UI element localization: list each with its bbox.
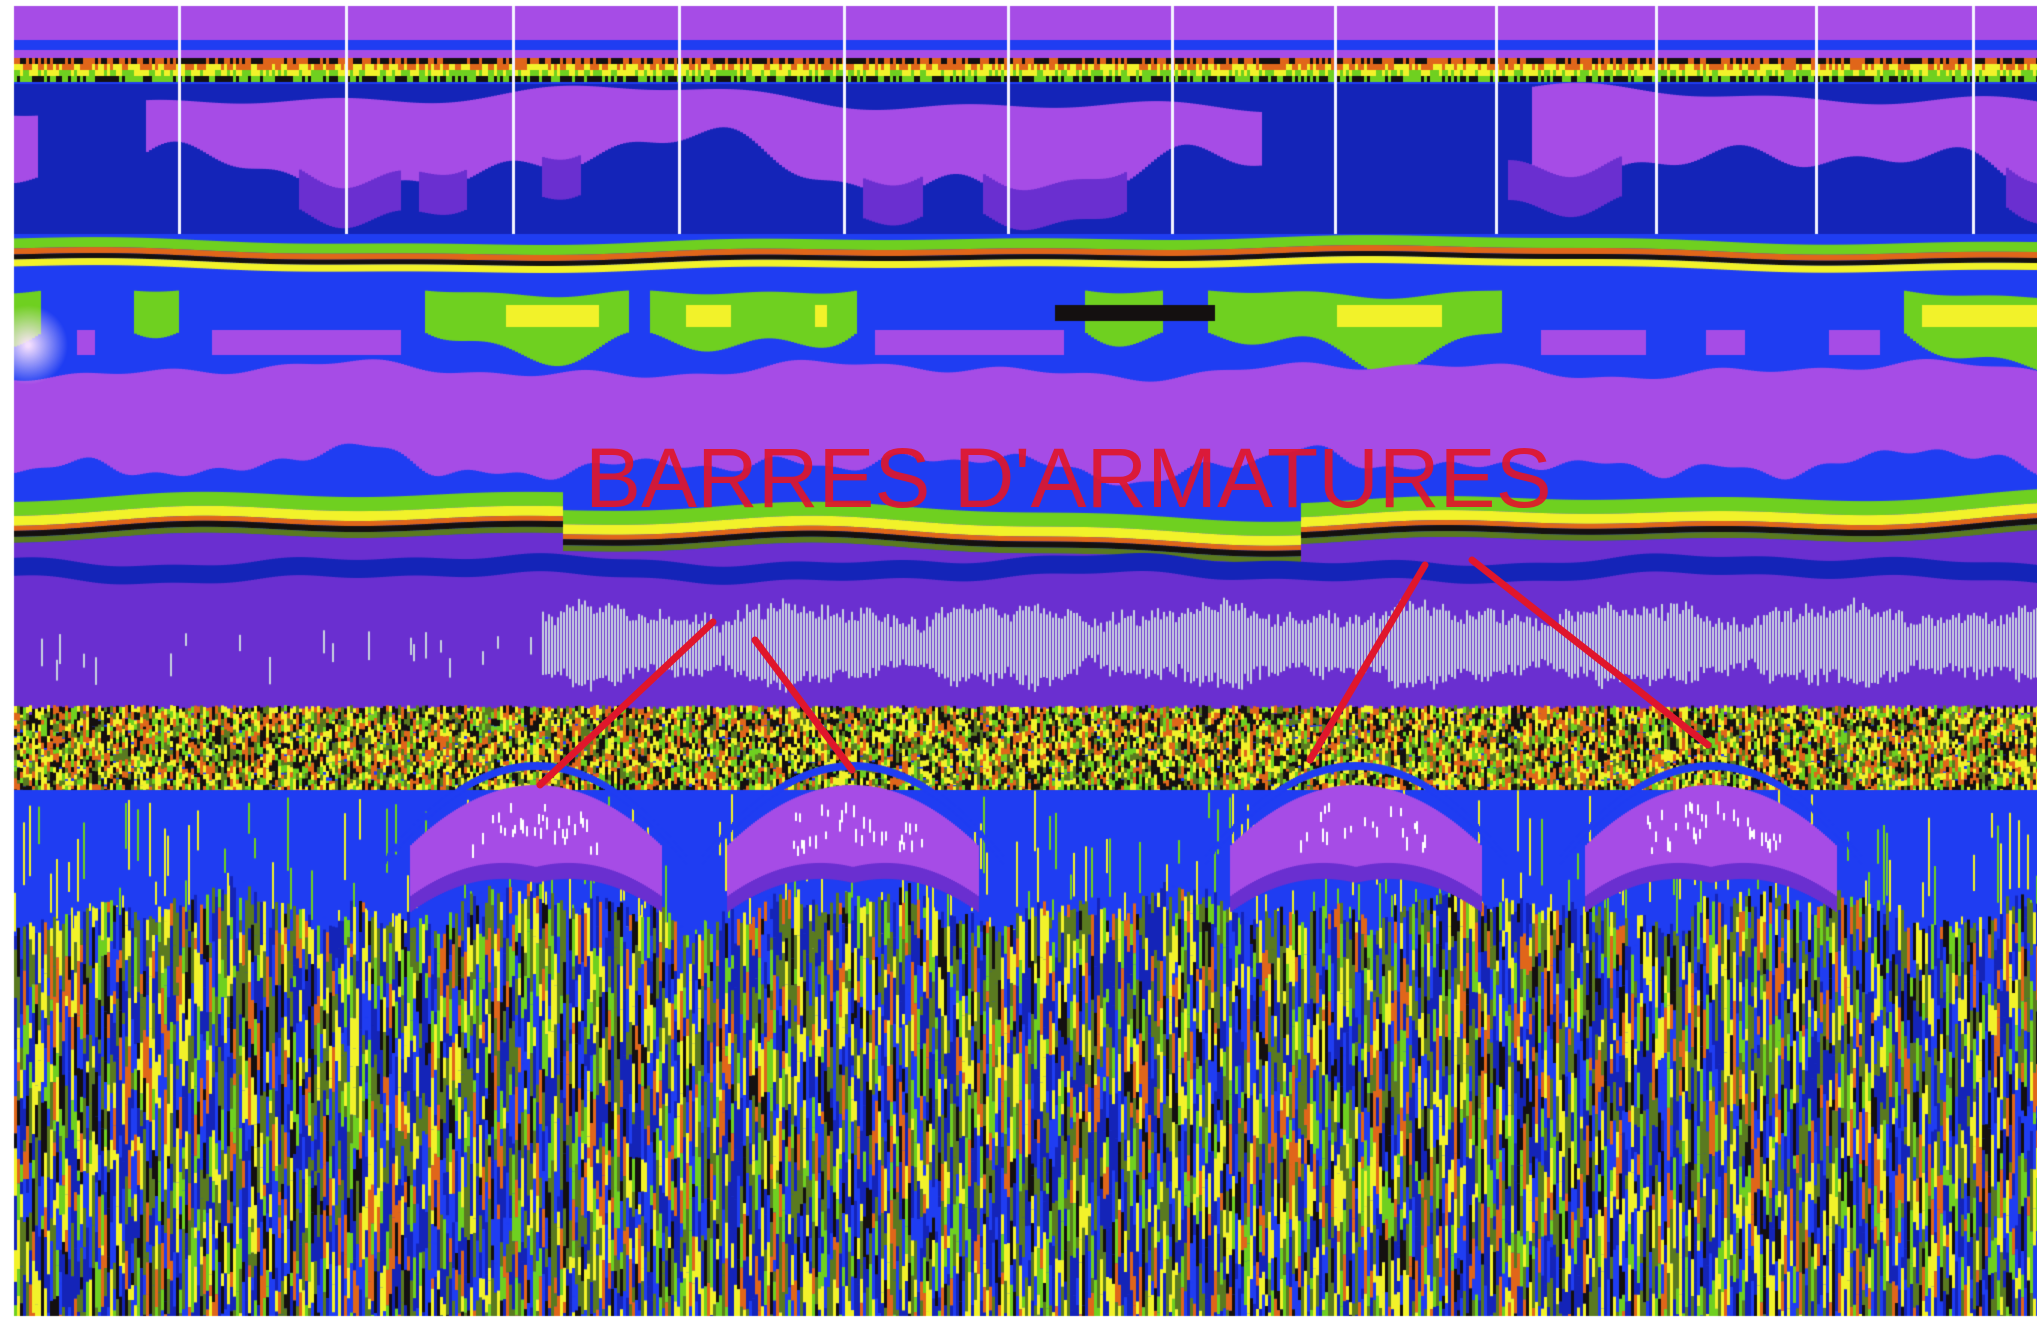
- rebar-annotation-label: BARRES D'ARMATURES: [585, 431, 1552, 525]
